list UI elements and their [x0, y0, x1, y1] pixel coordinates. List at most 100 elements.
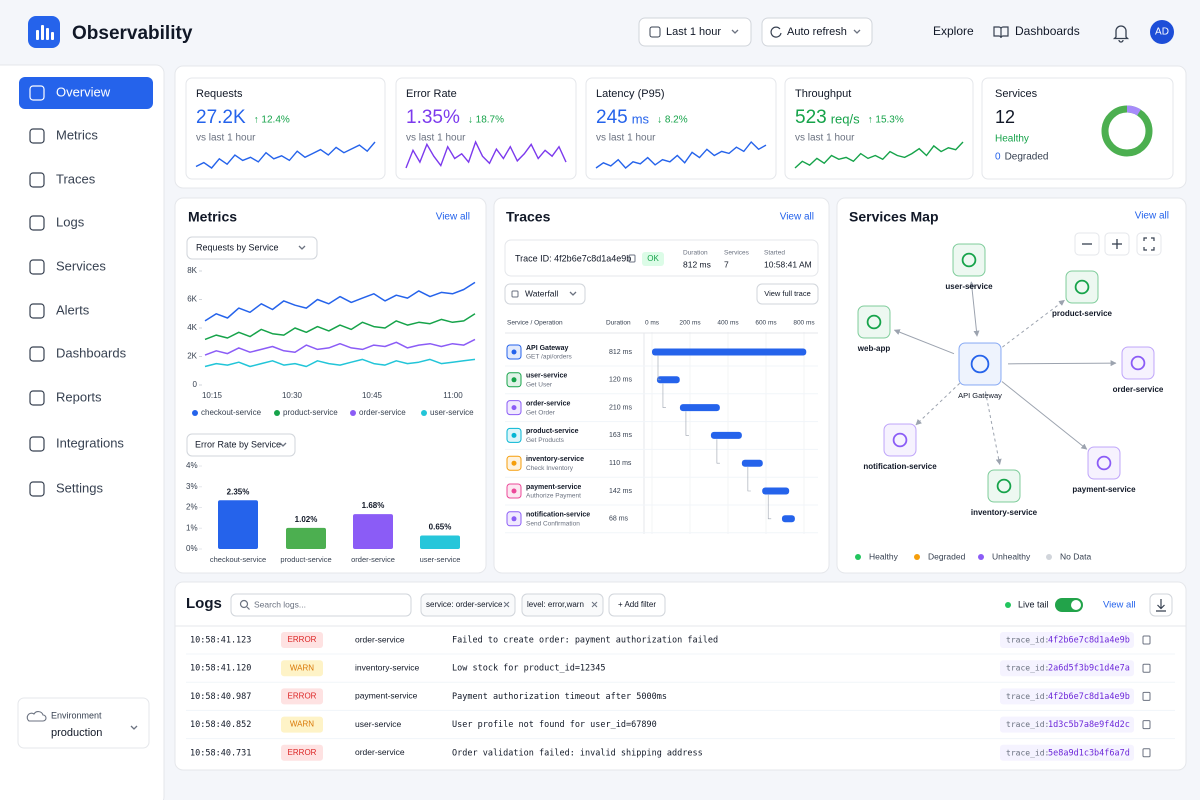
- sidebar-item[interactable]: Reports: [56, 389, 102, 404]
- kpi-label: Throughput: [795, 88, 851, 100]
- x-tick-label: product-service: [280, 555, 331, 564]
- dropdown[interactable]: [504, 283, 586, 305]
- sidebar-item[interactable]: Settings: [56, 480, 103, 495]
- trace-link[interactable]: 1d3c5b7a8e9f4d2c: [1048, 720, 1130, 730]
- legend-swatch: [1046, 554, 1052, 560]
- trace-badge: [1000, 716, 1134, 733]
- log-level: ERROR: [288, 692, 317, 701]
- filter-label: service: order-service: [426, 600, 503, 609]
- view-all[interactable]: View all: [436, 212, 470, 223]
- view-all[interactable]: View all: [1103, 600, 1136, 611]
- service-node[interactable]: [1087, 446, 1121, 480]
- service-node-icon: [970, 354, 990, 374]
- book-icon: [993, 26, 1009, 39]
- dropdown[interactable]: [186, 236, 318, 260]
- log-service: order-service: [355, 747, 405, 757]
- span-duration: 110 ms: [609, 460, 632, 467]
- service-node-icon: [1074, 279, 1090, 295]
- service-node[interactable]: [952, 243, 986, 277]
- button[interactable]: [756, 283, 819, 305]
- services-count: 12: [995, 107, 1015, 127]
- panel-title: Services Map: [849, 209, 939, 225]
- search-box[interactable]: [230, 593, 412, 617]
- sidebar-item[interactable]: Integrations: [56, 435, 124, 450]
- service-node[interactable]: [987, 469, 1021, 503]
- level-badge: [281, 632, 323, 648]
- bell-icon[interactable]: [1112, 25, 1130, 43]
- view-all[interactable]: View all: [1135, 211, 1169, 222]
- sidebar-item[interactable]: Logs: [56, 214, 85, 229]
- service-edge: [1002, 299, 1065, 348]
- service-node[interactable]: [1121, 346, 1155, 380]
- span-icon-dot: [511, 488, 517, 494]
- logo-bar: [51, 32, 54, 40]
- sidebar-item[interactable]: Metrics: [56, 127, 98, 142]
- refresh-button[interactable]: [761, 17, 873, 47]
- sidebar-item[interactable]: Traces: [56, 171, 96, 186]
- service-node[interactable]: [1065, 270, 1099, 304]
- sidebar-item[interactable]: Dashboards: [56, 345, 127, 360]
- degraded-count: 0: [995, 152, 1001, 163]
- span-connector: [662, 383, 666, 408]
- copy-icon[interactable]: [1142, 748, 1151, 758]
- bar: [286, 527, 326, 549]
- y-tick-label: 8K: [187, 266, 197, 275]
- copy-icon[interactable]: [1142, 720, 1151, 730]
- service-node-icon: [961, 252, 977, 268]
- span-bar: [679, 404, 720, 412]
- nav-link[interactable]: Explore: [933, 24, 974, 38]
- span-connector: [747, 467, 751, 492]
- y-tick-label: 0: [193, 380, 198, 389]
- view-all[interactable]: View all: [780, 212, 814, 223]
- service-node[interactable]: [883, 423, 917, 457]
- add-filter-button[interactable]: [608, 593, 666, 617]
- x-tick-label: 10:45: [362, 391, 383, 400]
- nav-link[interactable]: Dashboards: [1015, 24, 1080, 38]
- time-range-button[interactable]: [638, 17, 752, 47]
- copy-icon[interactable]: [1142, 691, 1151, 701]
- copy-icon[interactable]: [1142, 663, 1151, 673]
- span-duration: 68 ms: [609, 516, 629, 523]
- x-tick-label: user-service: [420, 555, 461, 564]
- service-node-icon: [1096, 455, 1112, 471]
- filter-chip[interactable]: [420, 593, 516, 617]
- trace-label: trace_id:: [1006, 636, 1049, 645]
- sidebar-item[interactable]: Alerts: [56, 302, 90, 317]
- x-tick-label: order-service: [351, 555, 395, 564]
- trace-link[interactable]: 5e8a9d1c3b4f6a7d: [1048, 748, 1130, 758]
- avatar[interactable]: [1150, 20, 1174, 44]
- zoom-button[interactable]: [1136, 232, 1162, 256]
- log-service: user-service: [355, 719, 402, 729]
- y-tick-label: 2K: [187, 352, 197, 361]
- sparkline: [195, 141, 376, 169]
- chevron-icon: [130, 725, 138, 730]
- service-node-label: user-service: [945, 282, 993, 291]
- dropdown-label: Requests by Service: [196, 242, 279, 252]
- degraded-label: Degraded: [1005, 152, 1049, 163]
- service-node-label: web-app: [857, 344, 891, 353]
- copy-icon[interactable]: [1142, 635, 1151, 645]
- sidebar-icon: [29, 436, 45, 452]
- cloud-icon: [26, 711, 47, 722]
- dropdown[interactable]: [186, 433, 296, 457]
- trace-stat-value: 10:58:41 AM: [764, 259, 812, 269]
- trace-link[interactable]: 2a6d5f3b9c1d4e7a: [1048, 664, 1130, 674]
- legend-label: order-service: [359, 408, 406, 417]
- sidebar-item[interactable]: Services: [56, 258, 106, 273]
- service-node[interactable]: [958, 342, 1002, 386]
- kpi-compare: vs last 1 hour: [406, 133, 466, 144]
- span-service: user-service: [526, 373, 567, 380]
- span-service: API Gateway: [526, 345, 569, 352]
- service-node[interactable]: [857, 305, 891, 339]
- filter-chip[interactable]: [521, 593, 604, 617]
- chevron-icon: [298, 245, 306, 250]
- trace-link[interactable]: 4f2b6e7c8d1a4e9b: [1048, 636, 1130, 646]
- filter-label: level: error,warn: [527, 600, 584, 609]
- service-node-icon: [1130, 355, 1146, 371]
- sidebar-item[interactable]: Overview: [56, 84, 111, 99]
- environment-select[interactable]: [17, 697, 150, 749]
- bar: [420, 535, 460, 549]
- trace-link[interactable]: 4f2b6e7c8d1a4e9b: [1048, 692, 1130, 702]
- y-tick-label: 4K: [187, 323, 197, 332]
- span-service: product-service: [526, 428, 579, 435]
